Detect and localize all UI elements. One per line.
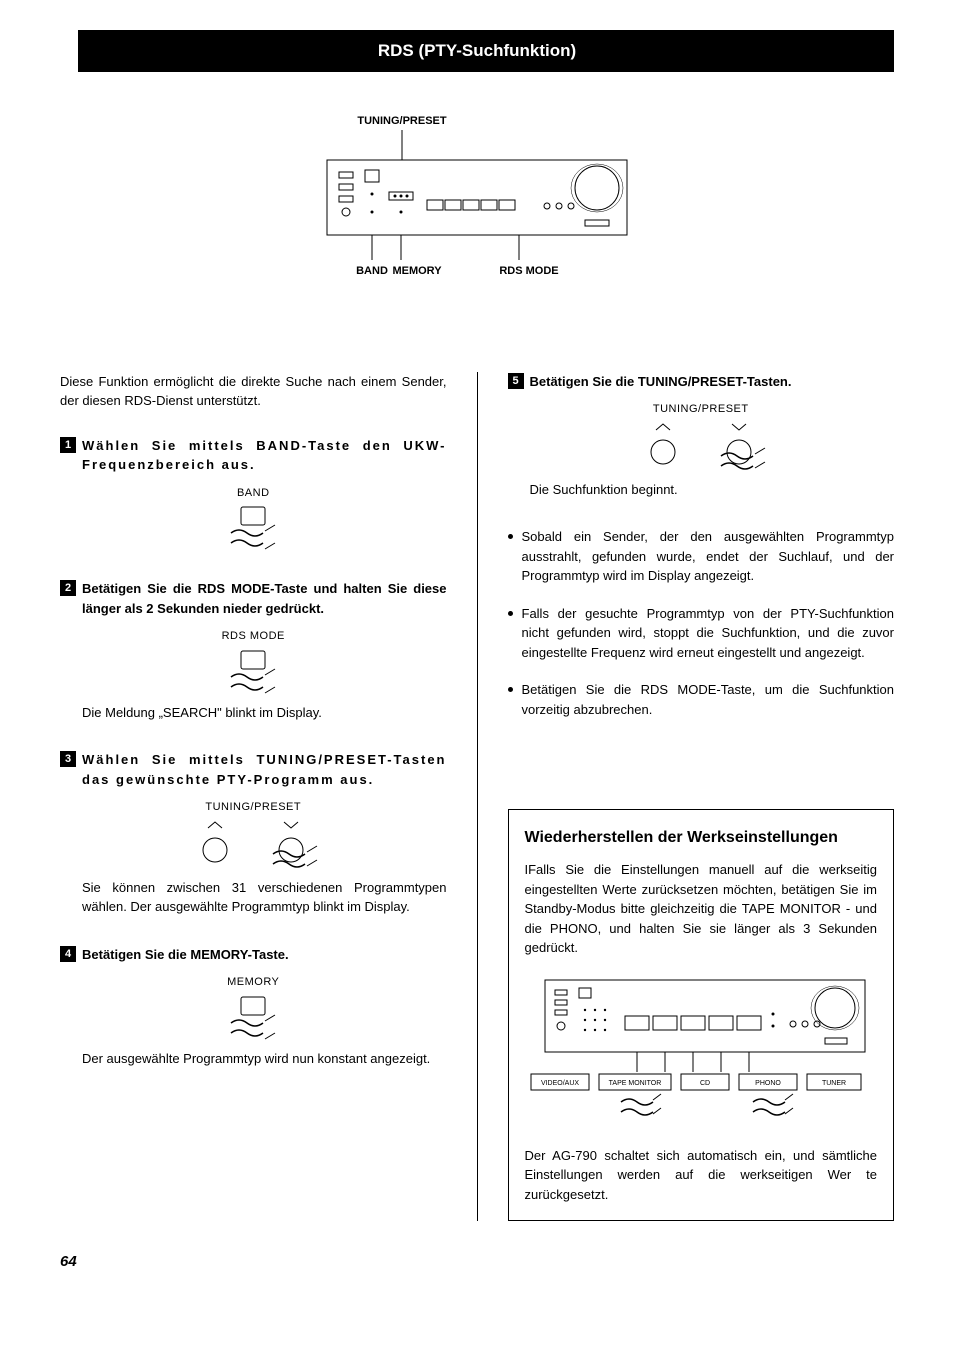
step-3: 3 Wählen Sie mittels TUNING/PRESET-Taste… bbox=[60, 750, 447, 917]
diagram-label-tuning: TUNING/PRESET bbox=[357, 115, 447, 127]
step-5: 5 Betätigen Sie die TUNING/PRESET-Tasten… bbox=[508, 372, 895, 500]
step-heading: Betätigen Sie die RDS MODE-Taste und hal… bbox=[82, 579, 447, 618]
two-column-layout: Diese Funktion ermöglicht die direkte Su… bbox=[60, 372, 894, 1222]
step-4: 4 Betätigen Sie die MEMORY-Taste. MEMORY… bbox=[60, 945, 447, 1069]
section-title-bar: RDS (PTY-Suchfunktion) bbox=[60, 30, 894, 72]
bullet-list: Sobald ein Sender, der den ausgewählten … bbox=[508, 527, 895, 719]
step-3-figure: TUNING/PRESET bbox=[60, 799, 447, 870]
box-title: Wiederherstellen der Werkseinstellungen bbox=[525, 826, 878, 850]
bullet-item: Falls der gesuchte Programmtyp von der P… bbox=[508, 604, 895, 663]
step-body: Die Meldung „SEARCH" blinkt im Display. bbox=[82, 703, 447, 723]
button-label: BAND bbox=[60, 485, 447, 502]
reset-label-video: VIDEO/AUX bbox=[540, 1080, 578, 1087]
step-heading: Betätigen Sie die MEMORY-Taste. bbox=[82, 945, 447, 965]
device-diagram-reset: VIDEO/AUX TAPE MONITOR CD PHONO TUNER bbox=[525, 972, 878, 1132]
step-heading: Betätigen Sie die TUNING/PRESET-Tasten. bbox=[530, 372, 895, 392]
button-label: TUNING/PRESET bbox=[60, 799, 447, 816]
left-column: Diese Funktion ermöglicht die direkte Su… bbox=[60, 372, 447, 1222]
step-body: Sie können zwischen 31 verschiedenen Pro… bbox=[82, 878, 447, 917]
step-1-figure: BAND bbox=[60, 485, 447, 552]
diagram-label-band: BAND bbox=[356, 265, 388, 277]
step-number-icon: 1 bbox=[60, 437, 76, 453]
step-body: Der ausgewählte Programmtyp wird nun kon… bbox=[82, 1049, 447, 1069]
right-column: 5 Betätigen Sie die TUNING/PRESET-Tasten… bbox=[508, 372, 895, 1222]
box-text-1: IFalls Sie die Einstellungen manuell auf… bbox=[525, 860, 878, 958]
step-number-icon: 4 bbox=[60, 946, 76, 962]
step-2-figure: RDS MODE bbox=[60, 628, 447, 695]
page-number: 64 bbox=[60, 1251, 894, 1274]
step-5-figure: TUNING/PRESET bbox=[508, 401, 895, 472]
button-label: TUNING/PRESET bbox=[508, 401, 895, 418]
diagram-label-rds: RDS MODE bbox=[499, 265, 558, 277]
step-number-icon: 3 bbox=[60, 751, 76, 767]
button-label: RDS MODE bbox=[60, 628, 447, 645]
step-heading: Wählen Sie mittels TUNING/PRESET-Tasten … bbox=[82, 750, 447, 789]
diagram-label-memory: MEMORY bbox=[392, 265, 442, 277]
intro-text: Diese Funktion ermöglicht die direkte Su… bbox=[60, 372, 447, 411]
step-4-figure: MEMORY bbox=[60, 974, 447, 1041]
reset-label-cd: CD bbox=[699, 1080, 709, 1087]
device-diagram-top: TUNING/PRESET bbox=[60, 112, 894, 312]
bullet-item: Sobald ein Sender, der den ausgewählten … bbox=[508, 527, 895, 586]
step-2: 2 Betätigen Sie die RDS MODE-Taste und h… bbox=[60, 579, 447, 722]
step-number-icon: 2 bbox=[60, 580, 76, 596]
column-divider bbox=[477, 372, 478, 1222]
reset-label-phono: PHONO bbox=[755, 1080, 781, 1087]
step-body: Die Suchfunktion beginnt. bbox=[530, 480, 895, 500]
step-1: 1 Wählen Sie mittels BAND-Taste den UKW-… bbox=[60, 436, 447, 552]
reset-label-tuner: TUNER bbox=[821, 1080, 845, 1087]
button-label: MEMORY bbox=[60, 974, 447, 991]
factory-reset-box: Wiederherstellen der Werkseinstellungen … bbox=[508, 809, 895, 1221]
section-title: RDS (PTY-Suchfunktion) bbox=[378, 41, 576, 60]
box-text-2: Der AG-790 schaltet sich automatisch ein… bbox=[525, 1146, 878, 1205]
reset-label-tape: TAPE MONITOR bbox=[608, 1080, 661, 1087]
step-number-icon: 5 bbox=[508, 373, 524, 389]
bullet-item: Betätigen Sie die RDS MODE-Taste, um die… bbox=[508, 680, 895, 719]
step-heading: Wählen Sie mittels BAND-Taste den UKW-Fr… bbox=[82, 436, 447, 475]
